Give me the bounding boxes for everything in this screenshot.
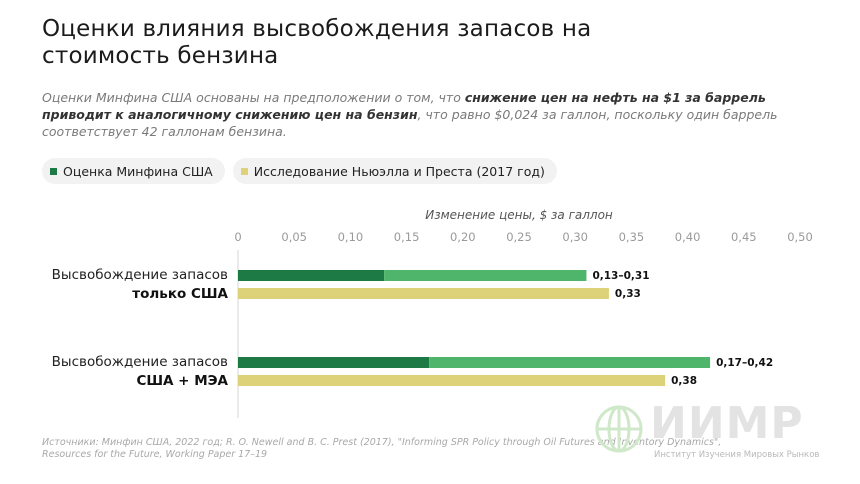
category-label-line2: только США (132, 286, 228, 302)
legend-item-study: Исследование Ньюэлла и Преста (2017 год) (232, 158, 557, 184)
x-tick-label: 0,40 (675, 230, 701, 244)
legend-label-study: Исследование Ньюэлла и Преста (2017 год) (253, 163, 545, 179)
x-tick-label: 0,35 (619, 230, 645, 244)
x-tick-label: 0 (234, 230, 241, 244)
category-label-line1: Высвобождение запасов (52, 267, 228, 283)
data-label-study: 0,38 (671, 375, 697, 387)
bar-treasury-low (238, 357, 430, 368)
bar-treasury-high (429, 357, 711, 368)
logo-subtitle: Институт Изучения Мировых Рынков (654, 450, 820, 460)
category-label-line1: Высвобождение запасов (52, 354, 228, 370)
source-note: Источники: Минфин США, 2022 год; R. O. N… (42, 437, 722, 460)
data-label-study: 0,33 (615, 288, 641, 300)
x-tick-label: 0,15 (394, 230, 420, 244)
bar-treasury-high (384, 270, 587, 281)
x-tick-label: 0,05 (281, 230, 307, 244)
globe-icon (595, 405, 643, 453)
x-tick-label: 0,20 (450, 230, 476, 244)
legend-label-treasury: Оценка Минфина США (63, 163, 213, 179)
category-label-line2: США + МЭА (136, 373, 228, 389)
x-tick-label: 0,30 (562, 230, 588, 244)
legend-swatch-study (240, 167, 248, 175)
data-label-treasury: 0,17–0,42 (716, 357, 773, 369)
bar-study (238, 375, 666, 386)
x-axis-title: Изменение цены, $ за галлон (425, 208, 613, 222)
legend: Оценка Минфина США Исследование Ньюэлла … (42, 158, 557, 184)
page-title: Оценки влияния высвобождения запасов на … (42, 16, 592, 69)
subtitle-text-2: , что равно $0,024 за галлон, поскольку … (42, 107, 778, 139)
logo: ИИМР Институт Изучения Мировых Рынков (594, 398, 824, 468)
subtitle-text-1: Оценки Минфина США основаны на предполож… (42, 90, 465, 105)
legend-item-treasury: Оценка Минфина США (42, 158, 225, 184)
x-tick-label: 0,45 (731, 230, 757, 244)
x-tick-label: 0,10 (338, 230, 364, 244)
bar-study (238, 288, 609, 299)
subtitle-bold-text: снижение цен на нефть на $1 за баррель п… (42, 90, 766, 122)
bar-treasury-low (238, 270, 385, 281)
chart-subtitle: Оценки Минфина США основаны на предполож… (42, 89, 782, 140)
x-tick-label: 0,25 (506, 230, 532, 244)
data-label-treasury: 0,13–0,31 (592, 270, 649, 282)
x-tick-label: 0,50 (787, 230, 813, 244)
legend-swatch-treasury (50, 167, 57, 175)
logo-name: ИИМР (650, 398, 804, 449)
